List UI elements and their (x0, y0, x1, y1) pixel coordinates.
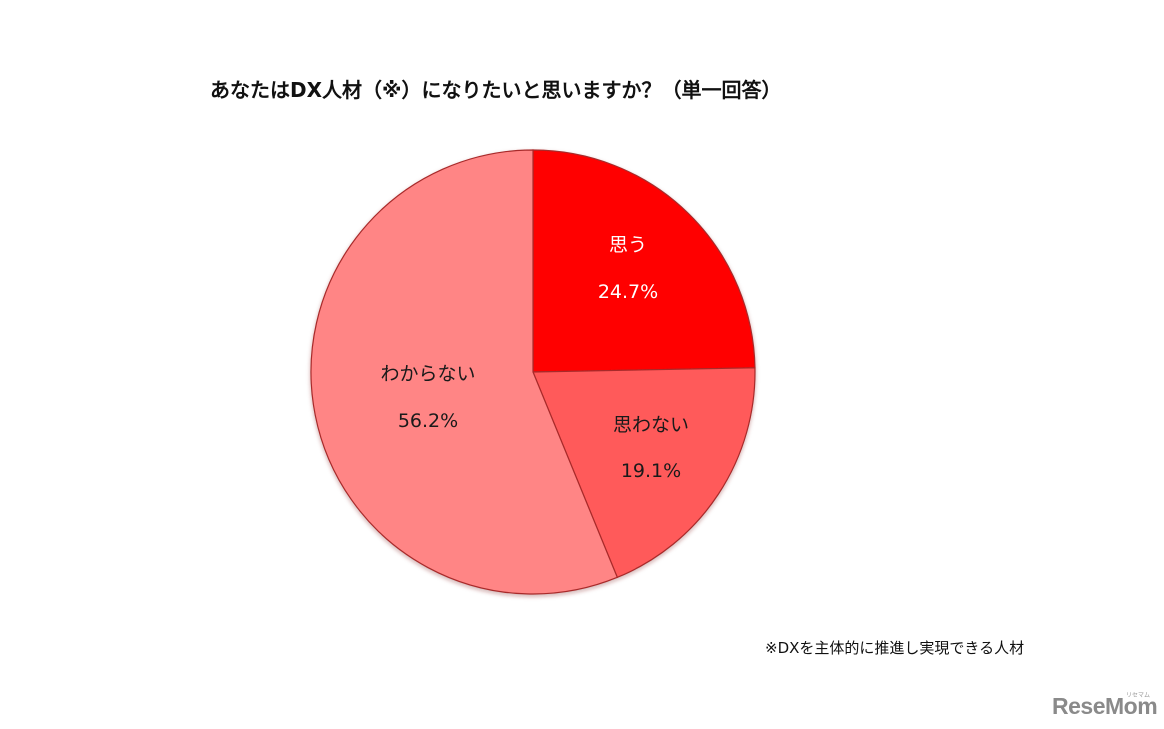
slice-value: 19.1% (621, 460, 681, 482)
chart-title: あなたはDX人材（※）になりたいと思いますか？（単一回答） (210, 78, 782, 102)
slice-label: 思わない (613, 414, 689, 436)
footnote: ※DXを主体的に推進し実現できる人材 (765, 639, 1025, 657)
slice-label: わからない (380, 363, 475, 385)
resemom-logo-sub: リセマム (1126, 692, 1151, 699)
pie-slice-3 (310, 149, 619, 595)
slice-value: 24.7% (598, 281, 658, 303)
pie-labels: 思う 24.7% 思わない 19.1% わからない 56.2% (380, 234, 689, 482)
pie-slice-1 (532, 149, 756, 373)
pie-slice-2 (532, 367, 756, 579)
resemom-logo: ReseMom (1052, 693, 1158, 719)
slice-label: 思う (609, 234, 647, 256)
slice-value: 56.2% (398, 410, 458, 432)
pie-slices (310, 149, 756, 595)
